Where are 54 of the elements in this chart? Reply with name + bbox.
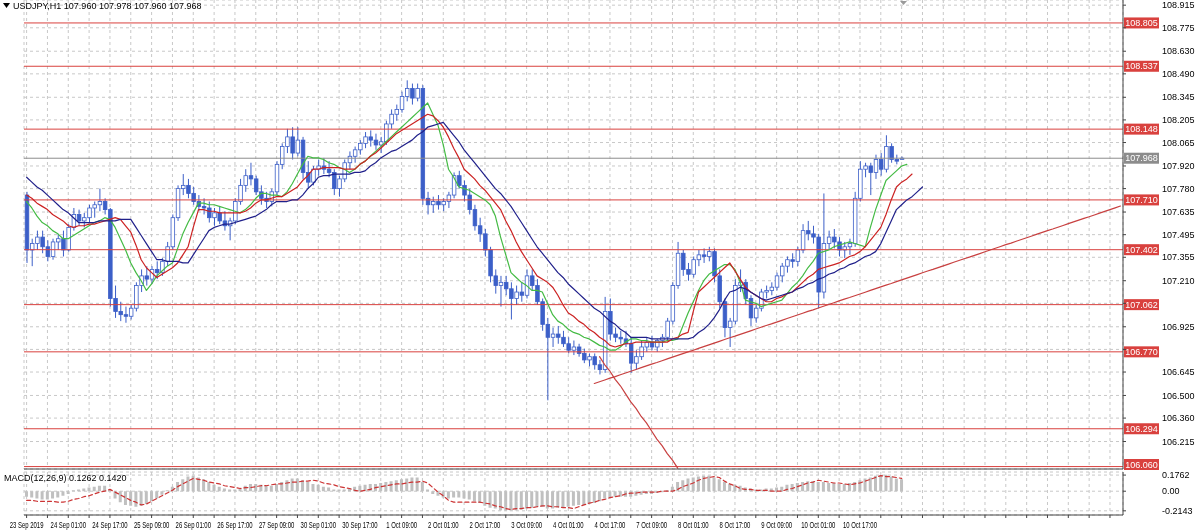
x-tick-label: 8 Oct 01:00 <box>677 519 709 531</box>
x-tick-label: 9 Oct 09:00 <box>761 519 792 531</box>
y-tick-label: 108.490 <box>1162 69 1195 80</box>
x-tick-label: 7 Oct 09:00 <box>636 519 667 531</box>
x-tick-label: 24 Sep 17:00 <box>92 519 128 531</box>
ref-line-label: 107.968 <box>1125 153 1158 164</box>
y-tick-label: 108.915 <box>1162 0 1195 11</box>
y-tick-label: 108.345 <box>1162 92 1195 103</box>
y-tick-label: 108.630 <box>1162 46 1195 57</box>
ref-line-label: 106.294 <box>1125 423 1158 434</box>
y-tick-label: 0.1762 <box>1162 470 1190 481</box>
ref-line-label: 108.805 <box>1125 17 1158 28</box>
y-tick-label: 0.00 <box>1162 486 1180 497</box>
chart-title: USDJPY,H1 107.960 107.978 107.960 107.968 <box>13 1 202 11</box>
x-tick-label: 3 Oct 09:00 <box>511 519 542 531</box>
x-tick-label: 24 Sep 01:00 <box>50 519 86 531</box>
x-tick-label: 4 Oct 01:00 <box>552 519 584 531</box>
y-tick-label: -0.2143 <box>1162 506 1193 517</box>
y-tick-label: 108.205 <box>1162 115 1195 126</box>
x-tick-label: 10 Oct 01:00 <box>801 519 836 531</box>
y-tick-label: 106.215 <box>1162 436 1195 447</box>
x-tick-label: 30 Sep 17:00 <box>342 519 378 531</box>
x-tick-label: 8 Oct 17:00 <box>719 519 751 531</box>
x-tick-label: 30 Sep 01:00 <box>300 519 336 531</box>
x-tick-label: 2 Oct 17:00 <box>469 519 501 531</box>
x-tick-label: 1 Oct 09:00 <box>386 519 417 531</box>
y-tick-label: 106.360 <box>1162 413 1195 424</box>
ref-line-label: 108.537 <box>1125 61 1158 72</box>
y-tick-label: 107.355 <box>1162 252 1195 263</box>
y-tick-label: 107.210 <box>1162 275 1195 286</box>
y-tick-label: 106.645 <box>1162 367 1195 378</box>
chart-title: MACD(12,26,9) 0.1262 0.1420 <box>4 473 127 483</box>
y-tick-label: 108.065 <box>1162 137 1195 148</box>
ref-line-label: 106.770 <box>1125 346 1158 357</box>
x-tick-label: 26 Sep 01:00 <box>175 519 211 531</box>
ref-line-label: 108.148 <box>1125 124 1158 135</box>
ref-line-label: 107.710 <box>1125 194 1158 205</box>
y-tick-label: 106.925 <box>1162 321 1195 332</box>
ref-line-label: 106.060 <box>1125 459 1158 470</box>
y-tick-label: 107.495 <box>1162 229 1195 240</box>
y-tick-label: 108.775 <box>1162 22 1195 33</box>
y-tick-label: 107.635 <box>1162 207 1195 218</box>
y-tick-label: 106.500 <box>1162 390 1195 401</box>
x-tick-label: 26 Sep 17:00 <box>217 519 253 531</box>
y-tick-label: 107.920 <box>1162 161 1195 172</box>
x-tick-label: 4 Oct 17:00 <box>594 519 626 531</box>
y-tick-label: 107.780 <box>1162 183 1195 194</box>
x-tick-label: 10 Oct 17:00 <box>842 519 877 531</box>
ref-line-label: 107.062 <box>1125 299 1158 310</box>
x-tick-label: 25 Sep 09:00 <box>133 519 170 531</box>
x-tick-label: 23 Sep 2019 <box>9 519 44 531</box>
x-tick-label: 27 Sep 09:00 <box>258 519 295 531</box>
x-tick-label: 2 Oct 01:00 <box>427 519 459 531</box>
ref-line-label: 107.402 <box>1125 244 1158 255</box>
